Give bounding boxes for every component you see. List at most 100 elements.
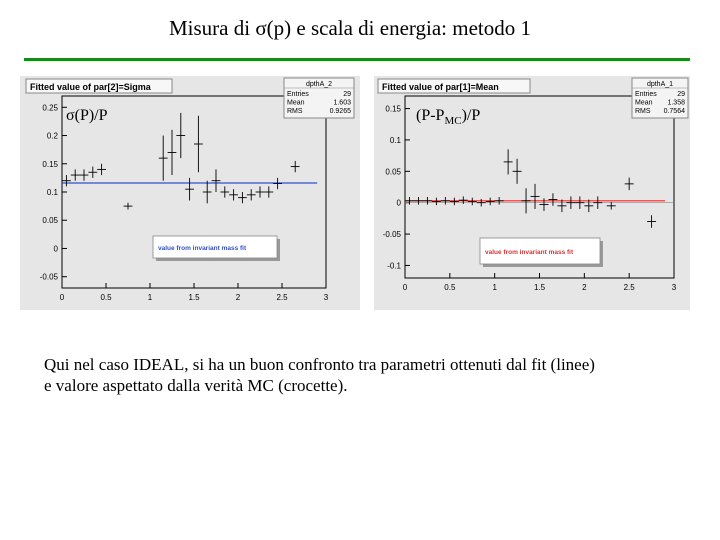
data-point	[422, 197, 432, 205]
y-tick-label: 0.05	[42, 216, 58, 225]
chart-panel-mean: Fitted value of par[1]=Mean -0.1 -0.05 0 0.0…	[374, 76, 690, 310]
chart-panel-sigma: Fitted value of par[2]=Sigma -0.05 0 0.05 0.…	[20, 76, 360, 310]
chart-title-box	[377, 78, 531, 94]
x-tick-label: 3	[324, 293, 329, 302]
x-tick-label: 1.5	[188, 293, 200, 302]
data-point	[530, 183, 540, 209]
chart-title: Fitted value of par[1]=Mean	[382, 82, 499, 92]
y-tick-label: 0.1	[47, 188, 59, 197]
y-tick-label: 0	[397, 199, 402, 208]
y-tick-label: -0.05	[383, 230, 402, 239]
data-point	[194, 115, 203, 173]
data-point	[624, 177, 634, 191]
data-point	[485, 197, 495, 206]
chart-title-box	[25, 78, 173, 94]
data-point	[220, 186, 230, 198]
data-point	[503, 149, 513, 175]
slide-title: Misura di σ(p) e scala di energia: metod…	[169, 16, 531, 40]
y-tick-label: 0.2	[47, 132, 59, 141]
data-point	[548, 193, 558, 206]
stats-value: 29	[343, 91, 351, 98]
data-point	[566, 196, 576, 209]
x-tick-label: 0.5	[444, 283, 456, 292]
y-tick-label: 0.25	[42, 103, 58, 112]
y-tick-label: 0	[54, 244, 59, 253]
legend-label: value from invariant mass fit	[158, 245, 247, 252]
chart-mean: Fitted value of par[1]=Mean -0.1 -0.05 0 0.0…	[377, 77, 689, 292]
y-tick-label: 0.15	[385, 105, 401, 114]
stats-label: Entries	[287, 91, 309, 98]
stats-value: 0.9265	[330, 108, 352, 115]
data-point	[521, 188, 531, 214]
data-point	[62, 175, 71, 187]
stats-frame	[283, 77, 355, 119]
stats-value: 1.358	[667, 100, 685, 107]
stats-label: Mean	[635, 100, 653, 107]
x-tick-label: 2.5	[624, 283, 636, 292]
data-point	[88, 166, 98, 178]
data-point	[255, 186, 265, 198]
stats-label: Entries	[635, 91, 657, 98]
data-point	[123, 202, 133, 210]
stats-label: RMS	[287, 108, 303, 115]
data-point	[494, 197, 504, 205]
data-point	[647, 215, 657, 228]
x-tick-label: 1	[492, 283, 497, 292]
x-tick-label: 3	[672, 283, 677, 292]
data-point	[167, 129, 177, 176]
data-point	[584, 199, 594, 213]
title-rule	[24, 58, 690, 61]
y-tick-label: 0.15	[42, 160, 58, 169]
stats-value: 29	[677, 91, 685, 98]
y-axis-label: (P-PMC)/P	[416, 107, 480, 127]
caption-line-1: Qui nel caso IDEAL, si ha un buon confro…	[44, 355, 595, 374]
data-point	[158, 135, 168, 181]
data-point	[449, 197, 459, 206]
data-point	[593, 196, 603, 209]
data-point	[273, 177, 282, 190]
data-point	[229, 189, 238, 201]
legend-label: value from invariant mass fit	[485, 249, 574, 256]
y-tick-label: -0.05	[40, 273, 59, 282]
data-point	[467, 197, 477, 206]
x-tick-label: 0.5	[100, 293, 112, 302]
chart-sigma: Fitted value of par[2]=Sigma -0.05 0 0.05 0.…	[25, 77, 355, 302]
stats-name: dpthA_1	[647, 81, 673, 88]
data-point	[97, 163, 106, 176]
data-point	[79, 169, 89, 181]
data-point	[539, 198, 549, 211]
data-point	[476, 198, 486, 207]
stats-value: 1.603	[333, 100, 351, 107]
x-tick-label: 0	[60, 293, 65, 302]
caption: Qui nel caso IDEAL, si ha un buon confro…	[44, 354, 704, 396]
legend-frame	[479, 237, 601, 265]
legend-box: value from invariant mass fit	[479, 237, 603, 267]
stats-box: dpthA_1 Entries 29 Mean 1.358 RMS 0.7564	[631, 77, 689, 119]
data-point	[557, 199, 567, 213]
x-tick-label: 1	[148, 293, 153, 302]
data-point	[606, 202, 616, 210]
stats-label: Mean	[287, 100, 305, 107]
data-point	[405, 197, 414, 205]
y-axis-label: σ(P)/P	[66, 107, 108, 124]
y-tick-label: -0.1	[387, 261, 401, 270]
y-tick-label: 0.1	[390, 136, 402, 145]
stats-name: dpthA_2	[306, 81, 332, 88]
data-point	[512, 158, 522, 184]
caption-line-2: e valore aspettato dalla verità MC (croc…	[44, 376, 348, 395]
data-point	[290, 160, 300, 173]
stats-frame	[631, 77, 689, 119]
data-point	[70, 169, 80, 181]
chart-title: Fitted value of par[2]=Sigma	[30, 82, 152, 92]
x-tick-label: 2	[582, 283, 587, 292]
x-tick-label: 0	[403, 283, 408, 292]
data-point	[458, 196, 468, 204]
data-point	[176, 112, 186, 159]
stats-box: dpthA_2 Entries 29 Mean 1.603 RMS 0.9265	[283, 77, 355, 119]
x-tick-label: 1.5	[534, 283, 546, 292]
legend-frame	[152, 235, 278, 259]
x-tick-label: 2.5	[276, 293, 288, 302]
data-point	[238, 192, 247, 204]
stats-label: RMS	[635, 108, 651, 115]
stats-value: 0.7564	[664, 108, 686, 115]
